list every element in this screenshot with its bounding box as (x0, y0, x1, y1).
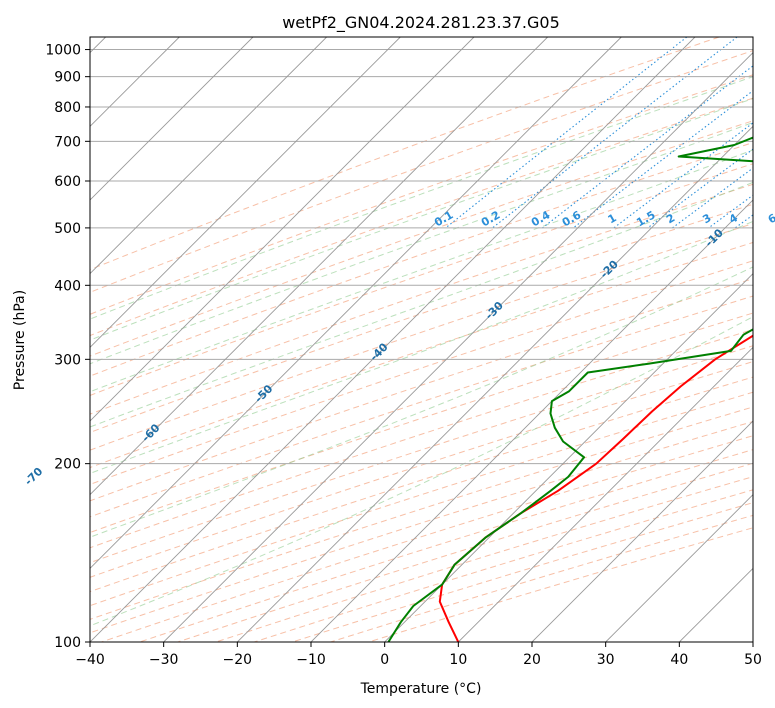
dry-adiabat (90, 391, 753, 607)
isotherm-line (90, 37, 327, 275)
isotherm-line (237, 125, 753, 642)
y-tick-label: 400 (54, 278, 81, 294)
y-tick-label: 800 (54, 100, 81, 116)
x-tick-label: −40 (75, 652, 105, 668)
moist-adiabat (90, 76, 753, 320)
isotherm-line (90, 37, 696, 642)
y-tick-label: 600 (54, 174, 81, 190)
y-axis-label: Pressure (hPa) (12, 290, 28, 390)
isotherm-line (310, 199, 753, 642)
dry-adiabat (90, 312, 753, 534)
dry-adiabat (90, 97, 753, 337)
mixing-ratio-line (572, 90, 753, 229)
y-tick-label: 700 (54, 134, 81, 150)
y-tick-label: 300 (54, 352, 81, 368)
x-tick-label: 40 (670, 652, 688, 668)
x-tick-label: 30 (597, 652, 615, 668)
isotherm-line (752, 641, 753, 642)
dry-adiabat (90, 50, 753, 293)
dry-adiabat (90, 74, 753, 315)
dry-adiabat (90, 163, 753, 396)
x-tick-label: 10 (449, 652, 467, 668)
x-tick-label: 50 (744, 652, 762, 668)
isotherm-line (90, 37, 254, 201)
x-axis-label: Temperature (°C) (360, 681, 482, 697)
dry-adiabat (90, 142, 753, 377)
dry-adiabat (90, 329, 753, 549)
isotherm-label: -70 (22, 465, 45, 488)
isotherm-line (163, 52, 753, 642)
moist-adiabat (90, 220, 753, 474)
mixing-ratio-line (672, 167, 753, 229)
mixing-ratio-label: 6 (766, 211, 775, 226)
x-tick-label: −20 (223, 652, 253, 668)
x-tick-label: −30 (149, 652, 179, 668)
chart-title: wetPf2_GN04.2024.281.23.37.G05 (282, 13, 560, 33)
x-axis-ticks: −40 −30 −20 −10 0 10 20 30 40 50 (75, 642, 762, 668)
y-tick-label: 500 (54, 221, 81, 237)
dry-adiabat (90, 278, 753, 502)
dewpoint-profile-line (387, 136, 753, 642)
y-tick-label: 900 (54, 70, 81, 86)
dry-adiabat (90, 223, 753, 451)
x-tick-label: 0 (380, 652, 389, 668)
x-tick-label: −10 (296, 652, 326, 668)
isotherm-line (90, 37, 401, 348)
isotherm-line (458, 346, 753, 642)
isotherm-line (90, 37, 622, 569)
dry-adiabat (90, 361, 753, 578)
isotherm-line (90, 37, 548, 496)
y-tick-label: 100 (54, 635, 81, 651)
isotherm-line (605, 494, 753, 642)
y-tick-label: 1000 (45, 43, 81, 59)
plot-background (90, 37, 753, 642)
x-tick-label: 20 (523, 652, 541, 668)
isotherm-line (384, 273, 753, 642)
moist-adiabat (90, 316, 753, 627)
y-tick-label: 200 (54, 457, 81, 473)
background-lines (90, 37, 753, 642)
isotherm-line (90, 37, 475, 422)
y-axis-ticks: 100 200 300 400 500 600 700 800 900 1000 (45, 43, 90, 651)
sounding-profiles (387, 136, 753, 642)
plot-frame (89, 36, 754, 643)
isotherm-line (531, 420, 753, 642)
mixing-ratio-line (542, 65, 753, 229)
